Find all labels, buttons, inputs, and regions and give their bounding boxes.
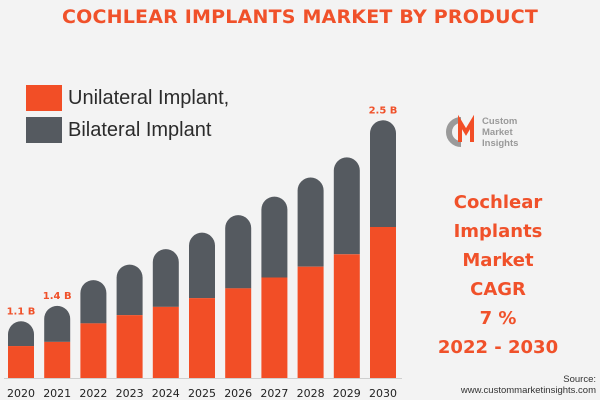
cagr-panel: Cochlear Implants Market CAGR 7 % 2022 -… xyxy=(420,188,576,362)
source-note: Source: www.custommarketinsights.com xyxy=(402,374,596,396)
bar-segment-unilateral xyxy=(297,266,324,378)
logo-line: Custom xyxy=(482,116,518,127)
bar-segment-bilateral xyxy=(8,321,34,347)
bar-segment-unilateral xyxy=(333,254,360,378)
x-tick-label: 2030 xyxy=(369,387,397,400)
source-label: Source: xyxy=(563,374,596,385)
x-tick-label: 2025 xyxy=(188,387,216,400)
cagr-line: Cochlear xyxy=(453,192,543,213)
bar-segment-unilateral xyxy=(225,288,252,378)
legend-label-unilateral: Unilateral Implant, xyxy=(68,86,230,109)
cagr-line: Implants xyxy=(453,221,543,242)
cagr-period: 2022 - 2030 xyxy=(437,337,559,358)
data-label: 2.5 B xyxy=(369,105,398,116)
x-tick-label: 2026 xyxy=(224,387,252,400)
bar-segment-bilateral xyxy=(189,232,215,299)
bar-segment-unilateral xyxy=(370,226,396,378)
logo-text: Custom Market Insights xyxy=(482,116,518,149)
bar-segment-unilateral xyxy=(8,346,34,378)
legend-swatch-unilateral xyxy=(26,85,62,111)
chart-title: COCHLEAR IMPLANTS MARKET BY PRODUCT xyxy=(62,6,538,28)
legend-swatch-bilateral xyxy=(26,117,62,143)
bar-segment-bilateral xyxy=(297,177,324,267)
legend: Unilateral Implant, Bilateral Implant xyxy=(26,84,229,148)
legend-item-unilateral: Unilateral Implant, xyxy=(26,84,229,112)
x-tick-label: 2022 xyxy=(79,387,107,400)
bar-segment-bilateral xyxy=(80,280,107,324)
x-tick-label: 2024 xyxy=(152,387,180,400)
bar-segment-unilateral xyxy=(152,306,179,378)
cmi-logo-icon xyxy=(446,114,474,147)
x-tick-label: 2027 xyxy=(260,387,288,400)
cagr-line: Market xyxy=(462,250,534,271)
bar-segment-unilateral xyxy=(44,341,71,378)
source-url: www.custommarketinsights.com xyxy=(460,385,596,396)
x-tick-label: 2023 xyxy=(116,387,144,400)
logo-line: Market xyxy=(482,127,513,138)
bar-segment-unilateral xyxy=(116,315,143,378)
bar-segment-bilateral xyxy=(116,264,143,316)
data-label: 1.4 B xyxy=(43,291,72,302)
cagr-line: CAGR xyxy=(470,279,526,300)
bar-segment-bilateral xyxy=(225,215,252,289)
bar-segment-unilateral xyxy=(189,298,215,378)
bar-segment-unilateral xyxy=(80,323,107,378)
bar-segment-bilateral xyxy=(333,157,360,255)
x-tick-label: 2029 xyxy=(333,387,361,400)
logo-line: Insights xyxy=(482,138,519,149)
bar-segment-bilateral xyxy=(152,249,179,307)
legend-label-bilateral: Bilateral Implant xyxy=(68,118,212,141)
bar-segment-bilateral xyxy=(370,120,396,227)
cagr-value: 7 % xyxy=(479,308,517,329)
x-tick-label: 2021 xyxy=(43,387,71,400)
x-tick-label: 2020 xyxy=(7,387,35,400)
x-tick-label: 2028 xyxy=(297,387,325,400)
company-logo: Custom Market Insights xyxy=(444,114,554,154)
bar-segment-bilateral xyxy=(44,305,71,342)
bar-segment-bilateral xyxy=(261,196,288,278)
bar-segment-unilateral xyxy=(261,277,288,378)
legend-item-bilateral: Bilateral Implant xyxy=(26,116,229,144)
data-label: 1.1 B xyxy=(7,306,36,317)
